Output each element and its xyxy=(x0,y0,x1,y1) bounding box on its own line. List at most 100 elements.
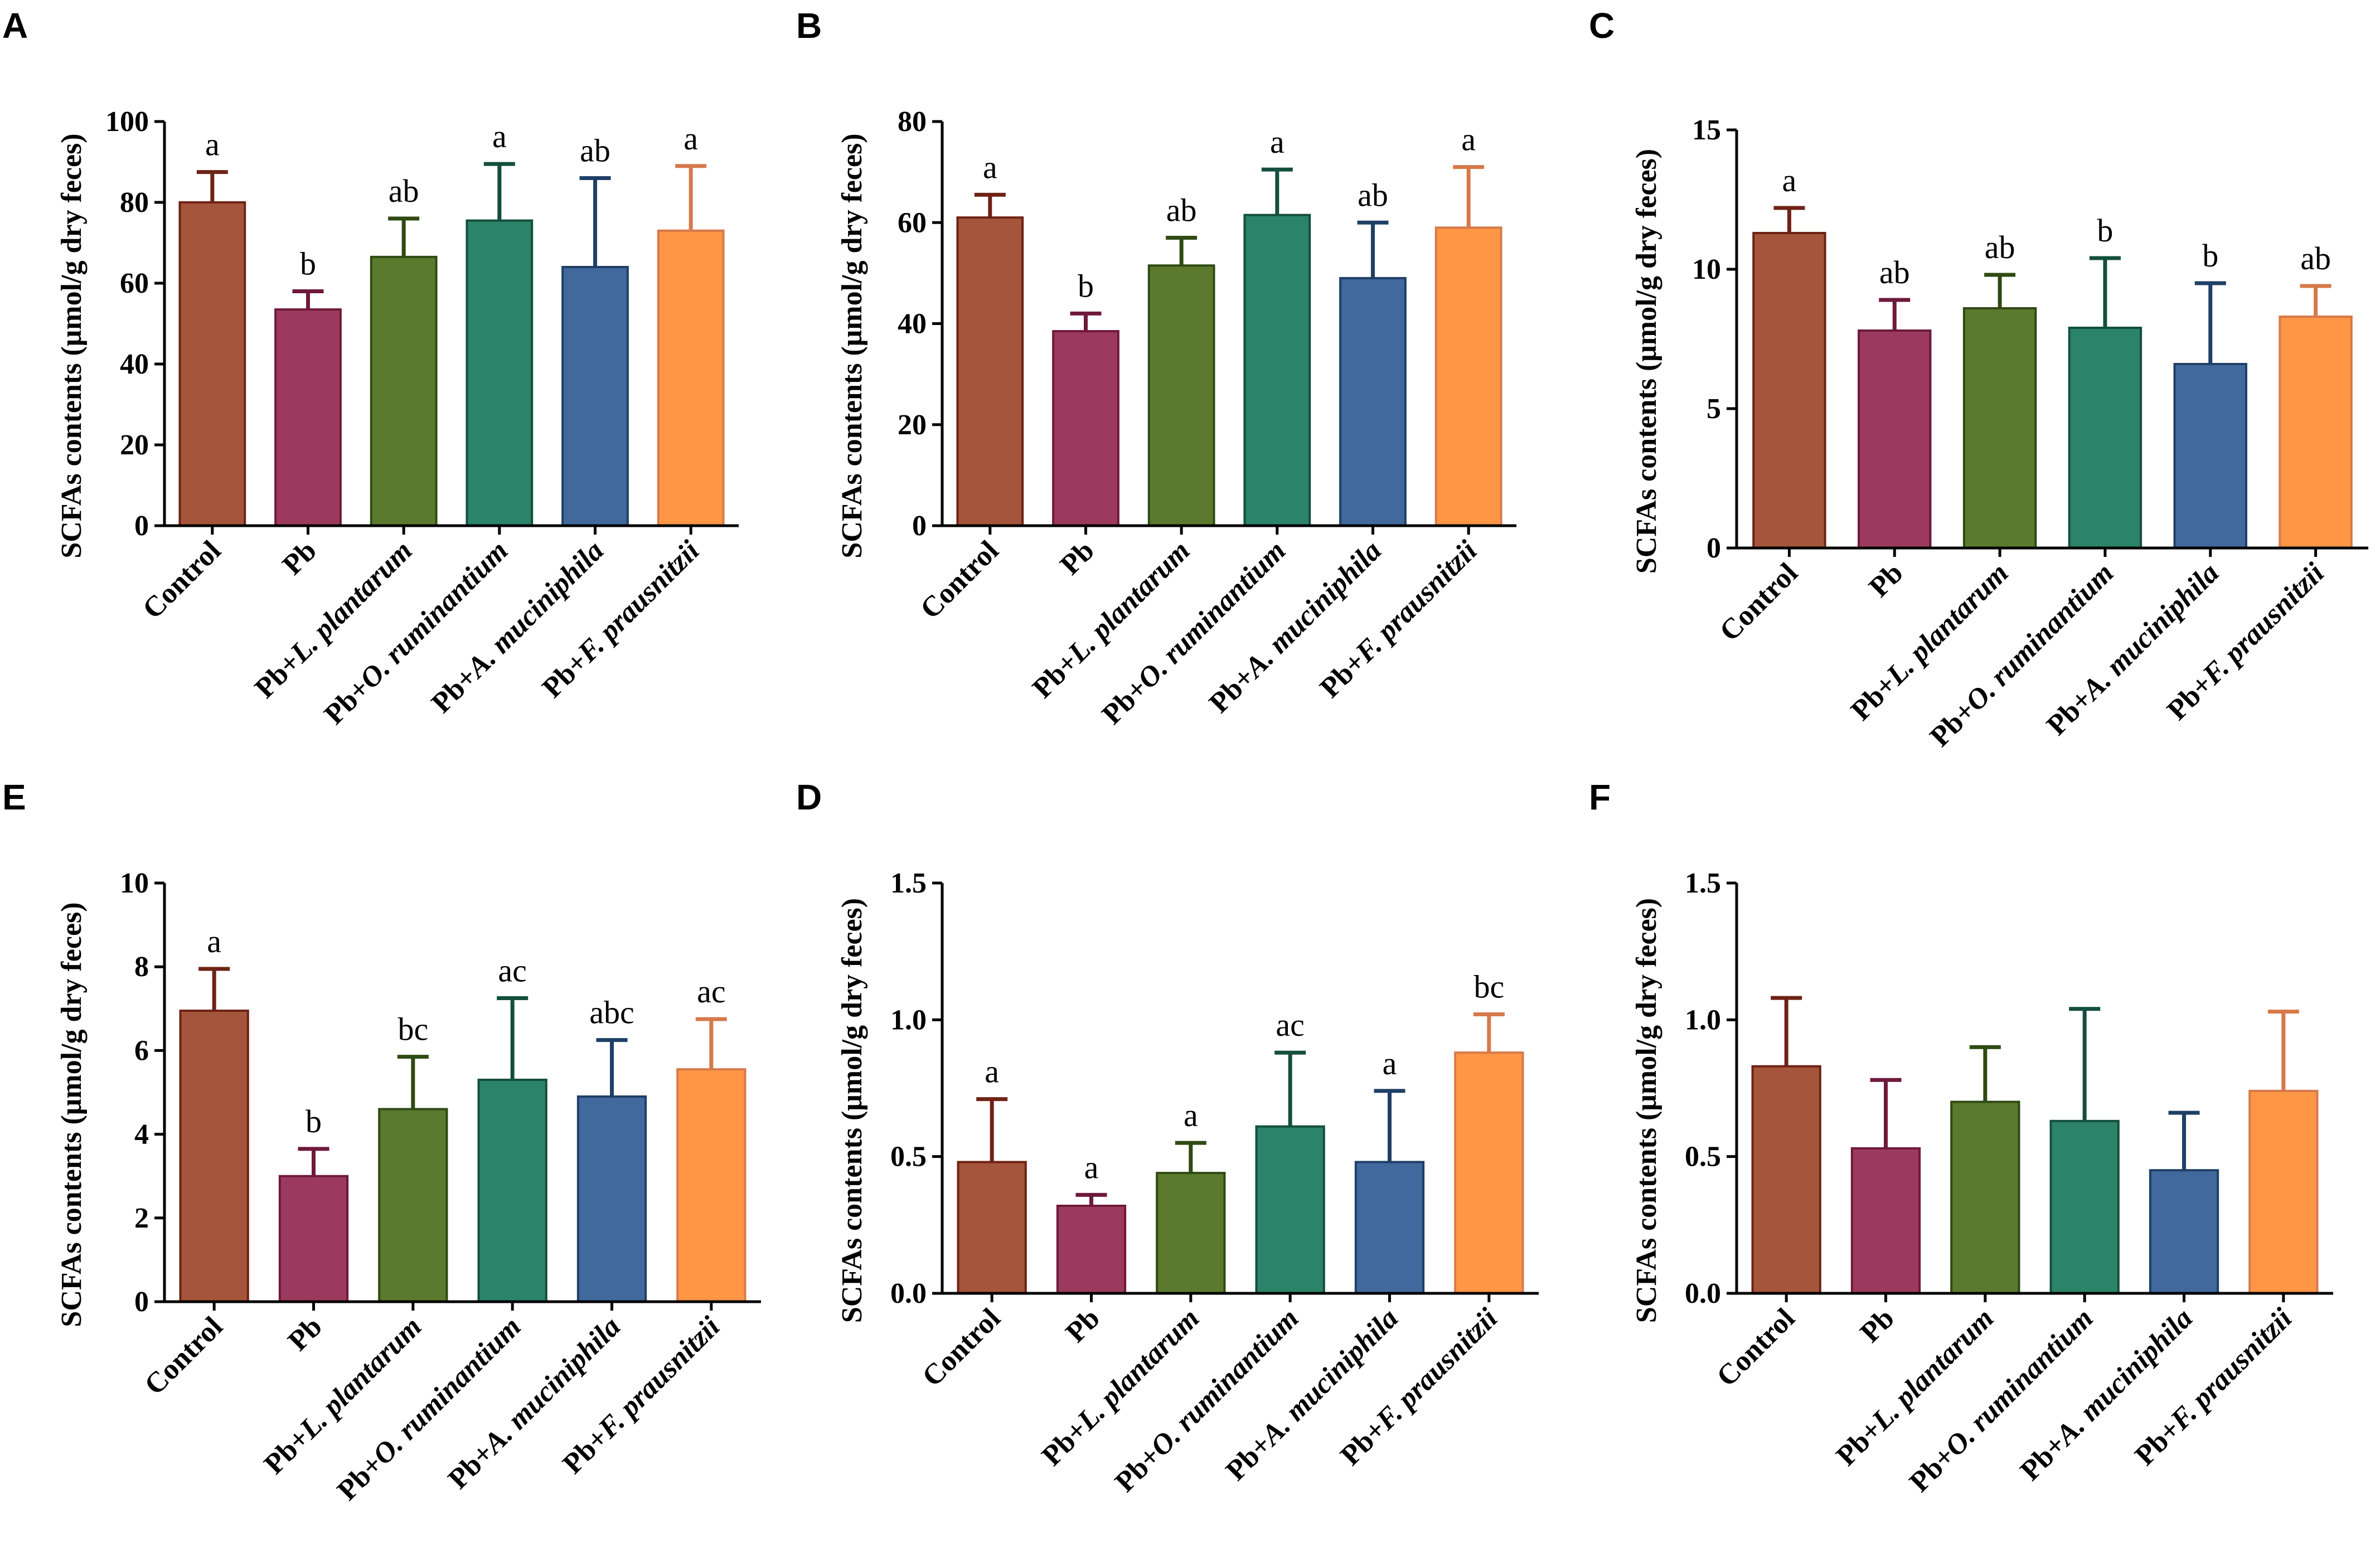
bar-e-5 xyxy=(676,1068,747,1303)
sig-label-e-2: bc xyxy=(398,1011,428,1047)
bar-a-3 xyxy=(466,219,534,527)
sig-label-a-2: ab xyxy=(389,173,419,209)
category-label-a-1: Pb xyxy=(277,535,323,581)
bar-a-0 xyxy=(178,201,246,527)
sig-label-d-4: a xyxy=(1383,1045,1397,1081)
bar-e-4 xyxy=(576,1095,647,1303)
category-label-a-2: Pb+L. plantarum xyxy=(249,535,418,704)
sig-label-b-3: a xyxy=(1270,124,1284,160)
sig-label-d-0: a xyxy=(985,1054,999,1090)
sig-label-d-1: a xyxy=(1084,1149,1099,1185)
category-label-e-0: Control xyxy=(138,1311,229,1401)
sig-label-b-0: a xyxy=(983,149,997,185)
bar-a-4 xyxy=(561,266,629,527)
panel-letter-c: C xyxy=(1589,6,1615,46)
sig-label-e-4: abc xyxy=(589,995,634,1031)
bar-d-0 xyxy=(957,1161,1027,1294)
panel-c: C SCFAs contents (μmol/g dry feces) a Contr… xyxy=(1589,6,2368,753)
category-label-b-3: Pb+O. ruminantium xyxy=(1096,535,1292,730)
y-tick-label-a-5: 100 xyxy=(105,106,149,138)
y-tick-label-f-3: 1.5 xyxy=(1685,867,1721,899)
bar-f-5 xyxy=(2248,1089,2319,1294)
bar-d-3 xyxy=(1255,1125,1325,1295)
bar-b-1 xyxy=(1052,330,1119,527)
panel-d: D SCFAs contents (μmol/g dry feces) a Contr… xyxy=(796,777,1539,1498)
y-tick-label-a-2: 40 xyxy=(120,348,149,380)
category-label-d-1: Pb xyxy=(1060,1302,1106,1349)
category-label-d-0: Control xyxy=(916,1302,1006,1393)
sig-label-d-5: bc xyxy=(1473,969,1504,1005)
panel-b: B SCFAs contents (μmol/g dry feces) a Contr… xyxy=(796,6,1516,731)
sig-label-a-5: a xyxy=(684,120,698,157)
bar-e-2 xyxy=(378,1108,448,1303)
bar-e-1 xyxy=(278,1175,349,1303)
bar-f-0 xyxy=(1751,1065,1821,1295)
category-label-b-4: Pb+A. muciniphila xyxy=(1203,535,1388,719)
bar-c-4 xyxy=(2173,363,2247,549)
bar-b-2 xyxy=(1147,264,1215,527)
category-label-f-1: Pb xyxy=(1854,1302,1901,1349)
category-label-d-3: Pb+O. ruminantium xyxy=(1109,1302,1305,1498)
panel-letter-b: B xyxy=(796,6,822,46)
y-tick-label-e-0: 0 xyxy=(134,1286,149,1318)
y-tick-label-b-4: 80 xyxy=(898,106,927,138)
bar-e-0 xyxy=(179,1010,249,1303)
y-tick-label-b-2: 40 xyxy=(898,308,927,340)
sig-label-c-3: b xyxy=(2097,212,2113,249)
bar-c-1 xyxy=(1858,329,1932,549)
y-tick-label-c-0: 0 xyxy=(1707,532,1721,564)
y-tick-label-b-3: 60 xyxy=(898,207,927,239)
sig-label-c-2: ab xyxy=(1985,229,2015,265)
panel-e: E SCFAs contents (μmol/g dry feces) a Contr… xyxy=(2,777,761,1507)
y-axis-title-d: SCFAs contents (μmol/g dry feces) xyxy=(836,898,868,1323)
y-tick-label-e-5: 10 xyxy=(120,867,149,899)
sig-label-a-0: a xyxy=(205,127,220,163)
y-tick-label-d-2: 1.0 xyxy=(890,1004,927,1036)
bar-c-0 xyxy=(1752,232,1826,549)
y-tick-label-e-4: 8 xyxy=(134,951,149,983)
y-tick-label-a-0: 0 xyxy=(134,510,149,542)
category-label-a-4: Pb+A. muciniphila xyxy=(425,535,610,719)
category-label-f-3: Pb+O. ruminantium xyxy=(1903,1302,2099,1498)
sig-label-b-2: ab xyxy=(1166,192,1197,228)
bar-d-5 xyxy=(1454,1051,1524,1295)
category-label-b-1: Pb xyxy=(1054,535,1101,581)
y-tick-label-b-0: 0 xyxy=(912,510,927,542)
panel-letter-e: E xyxy=(2,777,26,817)
y-tick-label-b-1: 20 xyxy=(898,409,927,441)
y-tick-label-c-1: 5 xyxy=(1707,393,1721,425)
sig-label-c-5: ab xyxy=(2300,240,2331,277)
y-tick-label-c-2: 10 xyxy=(1692,254,1721,285)
category-label-b-2: Pb+L. plantarum xyxy=(1026,535,1196,704)
panel-letter-f: F xyxy=(1589,777,1611,817)
bar-e-3 xyxy=(477,1078,547,1303)
y-axis-title-f: SCFAs contents (μmol/g dry feces) xyxy=(1631,898,1662,1323)
bar-b-5 xyxy=(1434,226,1502,527)
sig-label-b-1: b xyxy=(1078,268,1094,304)
y-tick-label-c-3: 15 xyxy=(1692,114,1721,146)
sig-label-c-0: a xyxy=(1782,162,1797,198)
y-tick-label-f-0: 0.0 xyxy=(1685,1278,1721,1310)
category-label-c-0: Control xyxy=(1714,557,1804,647)
category-label-a-0: Control xyxy=(137,535,227,625)
bar-a-1 xyxy=(274,308,342,527)
panel-a: A SCFAs contents (μmol/g dry feces) a Contr… xyxy=(2,6,739,731)
y-tick-label-d-0: 0.0 xyxy=(890,1278,927,1310)
bar-c-2 xyxy=(1962,307,2037,549)
sig-label-d-3: ac xyxy=(1276,1007,1305,1043)
bar-b-4 xyxy=(1339,277,1407,527)
bar-b-3 xyxy=(1243,214,1311,527)
bar-f-3 xyxy=(2049,1119,2120,1294)
y-tick-label-d-1: 0.5 xyxy=(890,1141,927,1173)
sig-label-e-0: a xyxy=(207,923,221,959)
bar-b-0 xyxy=(956,216,1024,527)
y-tick-label-e-2: 4 xyxy=(134,1119,149,1151)
sig-label-b-5: a xyxy=(1461,122,1476,158)
sig-label-a-3: a xyxy=(492,118,507,154)
bar-a-5 xyxy=(657,229,725,527)
bar-d-1 xyxy=(1056,1204,1127,1294)
y-tick-label-a-3: 60 xyxy=(120,268,149,299)
bar-c-5 xyxy=(2279,316,2353,549)
sig-label-c-1: ab xyxy=(1879,254,1910,290)
